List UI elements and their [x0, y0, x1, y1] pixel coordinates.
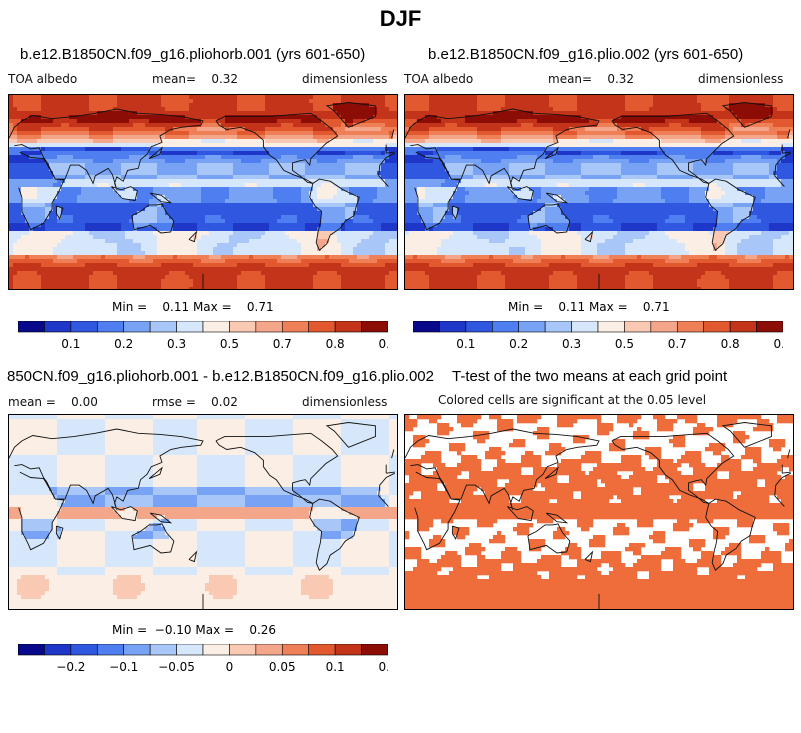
panel2-units-label: dimensionless — [698, 72, 784, 86]
panel3-title: 850CN.f09_g16.pliohorb.001 - b.e12.B1850… — [7, 368, 434, 385]
colorbar-tick-label: 0.2 — [378, 660, 388, 674]
panel2-map — [404, 94, 794, 290]
panel3-mean-label: mean = 0.00 — [8, 395, 98, 409]
panel1-colorbar: 0.1 0.2 0.3 0.5 0.7 0.8 0.9 — [17, 320, 398, 359]
panel1-minmax: Min = 0.11 Max = 0.71 — [112, 300, 274, 314]
panel3-rmse-label: rmse = 0.02 — [152, 395, 238, 409]
panel2-mean-label: mean= 0.32 — [548, 72, 635, 86]
colorbar-tick-label: 0 — [226, 660, 234, 674]
colorbar-tick-label: 0.2 — [509, 337, 528, 351]
colorbar-tick-label: −0.05 — [158, 660, 195, 674]
colorbar-tick-label: −0.2 — [56, 660, 85, 674]
colorbar-tick-label: 0.2 — [114, 337, 133, 351]
panel2-colorbar: 0.1 0.2 0.3 0.5 0.7 0.8 0.9 — [412, 320, 793, 359]
colorbar-tick-label: 0.05 — [269, 660, 296, 674]
colorbar-tick-label: 0.9 — [378, 337, 388, 351]
colorbar-tick-label: 0.8 — [326, 337, 345, 351]
panel4-subtitle: Colored cells are significant at the 0.0… — [438, 393, 707, 407]
colorbar-tick-label: 0.5 — [220, 337, 239, 351]
panel1-variable-label: TOA albedo — [8, 72, 78, 86]
panel1-mean-label: mean= 0.32 — [152, 72, 239, 86]
panel3-map — [8, 414, 398, 610]
colorbar-tick-label: 0.5 — [615, 337, 634, 351]
colorbar-tick-label: 0.7 — [668, 337, 687, 351]
colorbar-tick-label: 0.8 — [721, 337, 740, 351]
colorbar-tick-label: 0.1 — [61, 337, 80, 351]
colorbar-tick-label: 0.3 — [167, 337, 186, 351]
figure-title: DJF — [379, 6, 422, 31]
panel3-colorbar: −0.2 −0.1 −0.05 0 0.05 0.1 0.2 — [17, 643, 398, 682]
panel1-map — [8, 94, 398, 290]
colorbar-tick-label: −0.1 — [109, 660, 138, 674]
panel3-minmax: Min = −0.10 Max = 0.26 — [112, 623, 277, 637]
colorbar-tick-label: 0.3 — [562, 337, 581, 351]
colorbar-tick-label: 0.7 — [273, 337, 292, 351]
panel3-units-label: dimensionless — [302, 395, 388, 409]
colorbar-tick-label: 0.1 — [456, 337, 475, 351]
panel4-map — [404, 414, 794, 610]
panel1-title: b.e12.B1850CN.f09_g16.pliohorb.001 (yrs … — [20, 46, 366, 63]
panel2-minmax: Min = 0.11 Max = 0.71 — [508, 300, 670, 314]
panel2-variable-label: TOA albedo — [404, 72, 474, 86]
panel2-title: b.e12.B1850CN.f09_g16.plio.002 (yrs 601-… — [428, 46, 744, 63]
panel1-units-label: dimensionless — [302, 72, 388, 86]
colorbar-tick-label: 0.1 — [326, 660, 345, 674]
panel4-title: T-test of the two means at each grid poi… — [452, 368, 728, 385]
colorbar-tick-label: 0.9 — [773, 337, 783, 351]
